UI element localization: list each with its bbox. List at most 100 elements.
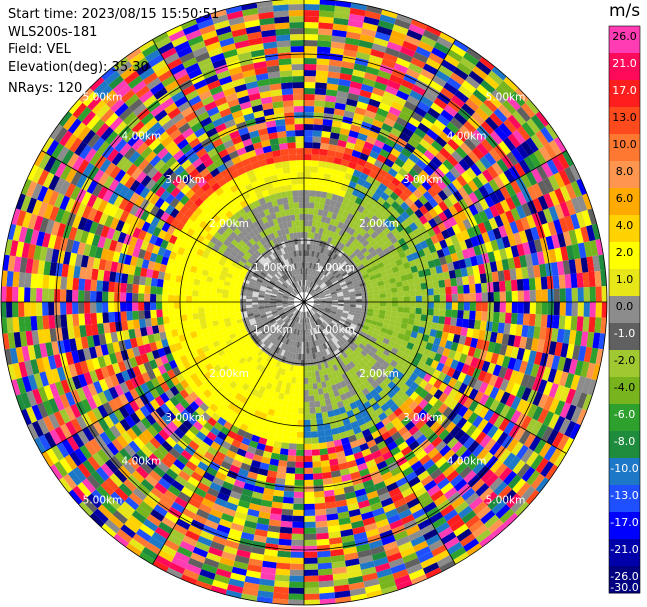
- velocity-gate: [376, 276, 384, 283]
- velocity-gate: [383, 385, 392, 395]
- velocity-gate: [351, 320, 359, 326]
- velocity-gate: [343, 110, 355, 119]
- velocity-gate: [472, 176, 484, 189]
- velocity-gate: [468, 457, 481, 471]
- velocity-gate: [84, 290, 91, 302]
- velocity-gate: [64, 454, 78, 471]
- velocity-gate: [290, 551, 304, 558]
- velocity-gate: [165, 352, 175, 363]
- velocity-gate: [349, 325, 356, 331]
- velocity-gate: [262, 450, 272, 459]
- velocity-gate: [394, 18, 411, 30]
- velocity-gate: [142, 429, 154, 442]
- velocity-gate: [279, 313, 286, 318]
- velocity-gate: [361, 448, 372, 457]
- velocity-gate: [361, 147, 372, 156]
- velocity-gate: [412, 84, 426, 96]
- velocity-gate: [120, 292, 127, 302]
- velocity-gate: [322, 321, 328, 328]
- velocity-gate: [351, 223, 360, 231]
- velocity-gate: [203, 557, 220, 569]
- velocity-gate: [528, 240, 537, 254]
- velocity-gate: [463, 293, 470, 302]
- velocity-gate: [150, 410, 161, 422]
- velocity-gate: [353, 531, 368, 541]
- velocity-gate: [220, 327, 228, 334]
- velocity-gate: [388, 557, 405, 569]
- velocity-gate: [312, 292, 318, 297]
- velocity-gate: [516, 398, 527, 413]
- velocity-gate: [293, 365, 298, 372]
- velocity-gate: [271, 322, 278, 328]
- velocity-gate: [270, 278, 277, 284]
- velocity-gate: [210, 236, 219, 245]
- velocity-gate: [328, 391, 335, 399]
- velocity-gate: [328, 416, 337, 424]
- velocity-gate: [236, 448, 247, 457]
- velocity-gate: [480, 79, 496, 94]
- velocity-gate: [229, 372, 238, 381]
- velocity-gate: [414, 385, 424, 396]
- velocity-gate: [341, 61, 355, 70]
- velocity-gate: [382, 451, 393, 461]
- velocity-gate: [359, 367, 367, 376]
- velocity-gate: [229, 411, 239, 420]
- velocity-gate: [408, 259, 417, 268]
- velocity-gate: [408, 568, 426, 581]
- velocity-gate: [48, 190, 60, 206]
- velocity-gate: [357, 95, 371, 105]
- velocity-gate: [467, 440, 480, 454]
- velocity-gate: [466, 365, 476, 377]
- velocity-gate: [305, 274, 307, 281]
- velocity-gate: [117, 360, 127, 373]
- velocity-gate: [504, 246, 514, 259]
- velocity-gate: [287, 455, 296, 462]
- velocity-gate: [366, 287, 374, 292]
- velocity-gate: [223, 357, 231, 365]
- velocity-gate: [494, 215, 504, 228]
- velocity-gate: [378, 182, 388, 192]
- velocity-gate: [528, 277, 536, 291]
- velocity-gate: [375, 421, 385, 431]
- velocity-gate: [48, 174, 60, 191]
- velocity-gate: [570, 316, 578, 331]
- velocity-gate: [311, 328, 315, 335]
- velocity-gate: [312, 314, 317, 321]
- velocity-gate: [320, 405, 328, 413]
- velocity-gate: [447, 182, 458, 194]
- velocity-gate: [417, 470, 430, 482]
- velocity-gate: [239, 423, 249, 432]
- velocity-gate: [304, 521, 316, 528]
- velocity-gate: [388, 35, 405, 47]
- velocity-gate: [581, 377, 592, 395]
- velocity-gate: [422, 190, 433, 202]
- velocity-gate: [511, 302, 518, 314]
- velocity-gate: [308, 377, 313, 384]
- velocity-gate: [431, 140, 444, 152]
- velocity-gate: [161, 222, 171, 233]
- velocity-gate: [211, 282, 218, 289]
- velocity-gate: [369, 357, 378, 365]
- velocity-gate: [461, 248, 471, 259]
- velocity-gate: [159, 200, 170, 212]
- velocity-gate: [86, 335, 95, 348]
- velocity-gate: [88, 245, 98, 258]
- velocity-gate: [214, 344, 223, 352]
- velocity-gate: [367, 305, 374, 310]
- velocity-gate: [494, 376, 504, 389]
- velocity-gate: [516, 106, 531, 122]
- velocity-gate: [233, 368, 242, 377]
- velocity-gate: [304, 28, 319, 35]
- velocity-gate: [97, 172, 110, 186]
- velocity-gate: [308, 316, 312, 323]
- velocity-gate: [196, 416, 208, 427]
- velocity-gate: [288, 296, 295, 299]
- velocity-gate: [367, 257, 375, 264]
- velocity-gate: [311, 269, 315, 276]
- velocity-gate: [453, 391, 464, 403]
- velocity-gate: [336, 256, 343, 264]
- velocity-gate: [404, 197, 414, 207]
- velocity-gate: [250, 497, 262, 506]
- velocity-gate: [371, 164, 381, 174]
- velocity-gate: [339, 393, 348, 401]
